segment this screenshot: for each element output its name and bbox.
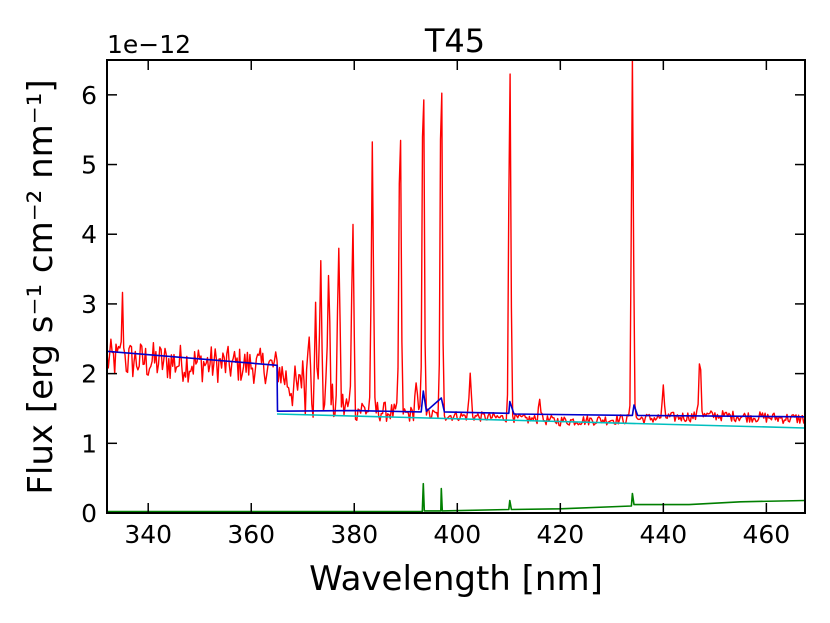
x-tick-label: 440 [639, 520, 687, 549]
chart-title: T45 [424, 22, 485, 60]
x-tick-label: 360 [227, 520, 275, 549]
series-continuum [276, 413, 805, 429]
plot-content [107, 60, 805, 513]
y-tick-label: 4 [81, 220, 97, 249]
series-residual [107, 482, 805, 513]
y-tick-label: 2 [81, 360, 97, 389]
y-tick-label: 1 [81, 429, 97, 458]
series-fit [107, 350, 805, 418]
y-tick-label: 6 [81, 81, 97, 110]
axis-ticks: 340 360 380 400 420 440 460 0 1 2 3 4 5 6 [81, 60, 805, 549]
x-tick-label: 420 [536, 520, 584, 549]
series-observed [107, 60, 805, 427]
plot-frame [106, 59, 806, 514]
y-tick-label: 0 [81, 499, 97, 528]
y-offset-label: 1e−12 [107, 30, 191, 59]
y-axis-title: Flux [erg s⁻¹ cm⁻² nm⁻¹] [21, 79, 61, 494]
x-tick-label: 340 [124, 520, 172, 549]
x-axis-title: Wavelength [nm] [309, 559, 603, 599]
y-tick-label: 5 [81, 151, 97, 180]
x-tick-label: 380 [330, 520, 378, 549]
y-tick-label: 3 [81, 290, 97, 319]
x-tick-label: 400 [433, 520, 481, 549]
x-tick-label: 460 [743, 520, 791, 549]
